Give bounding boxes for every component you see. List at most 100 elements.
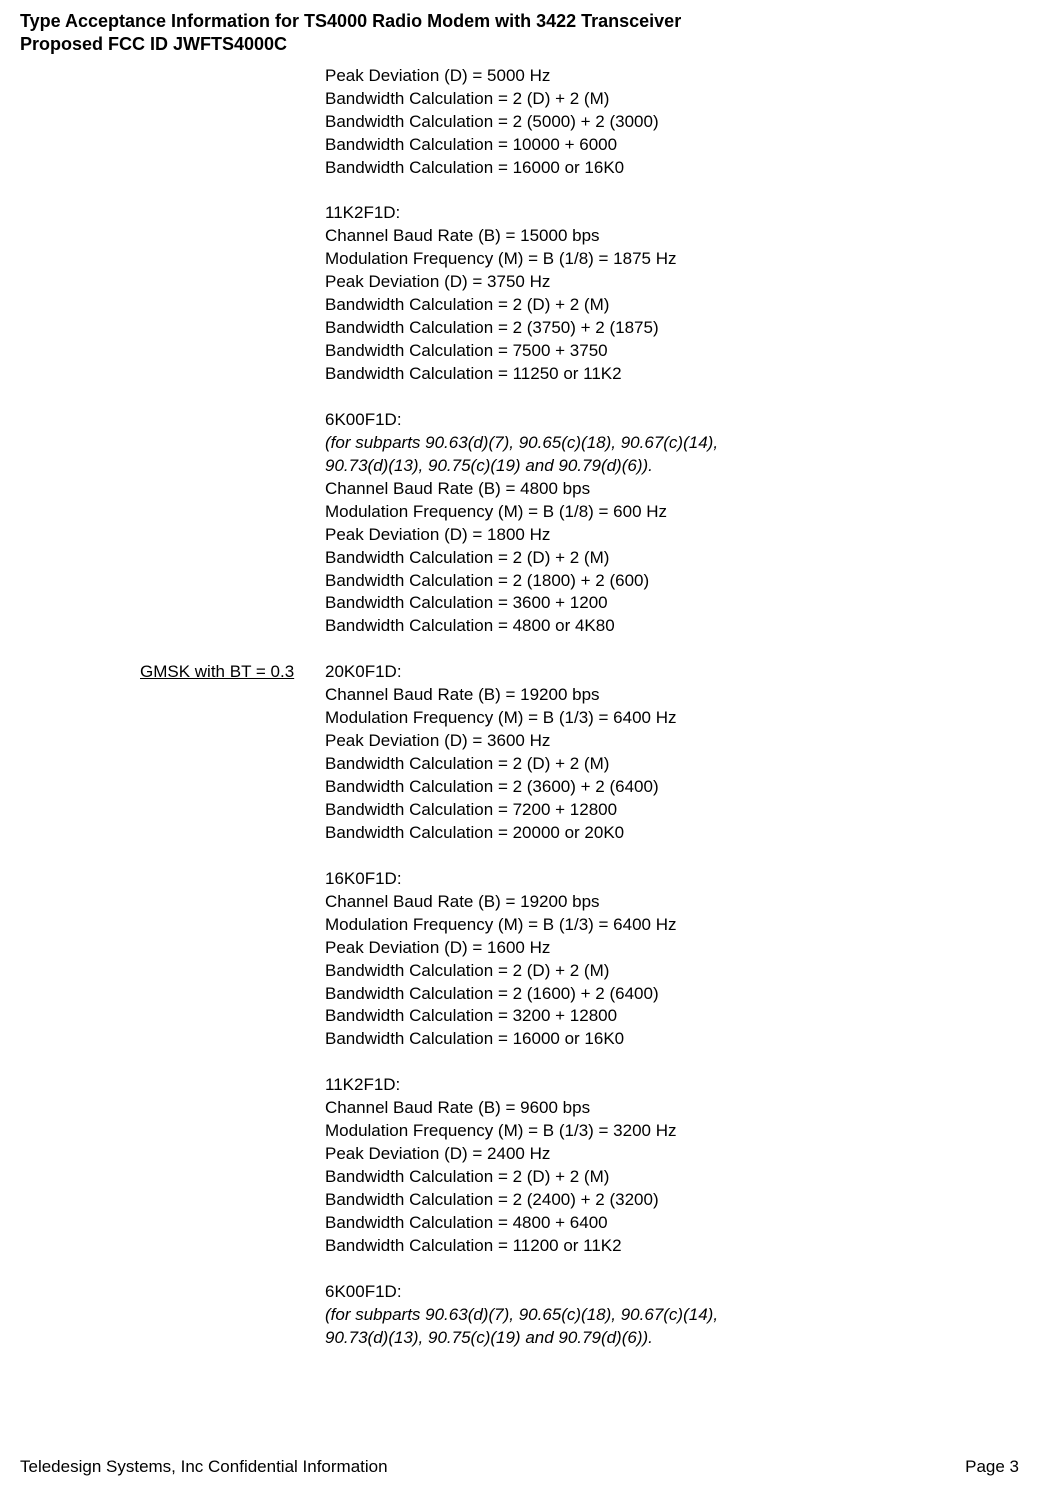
left-spacer — [140, 1166, 325, 1189]
left-spacer — [140, 868, 325, 891]
text-line: Modulation Frequency (M) = B (1/3) = 320… — [325, 1120, 1019, 1143]
left-spacer — [140, 1074, 325, 1097]
text-line: Modulation Frequency (M) = B (1/8) = 187… — [325, 248, 1019, 271]
footer-right: Page 3 — [965, 1457, 1019, 1477]
text-line: Bandwidth Calculation = 11200 or 11K2 — [325, 1235, 1019, 1258]
left-spacer — [140, 1212, 325, 1235]
text-line: Bandwidth Calculation = 4800 or 4K80 — [325, 615, 1019, 638]
left-spacer — [140, 363, 325, 386]
header-line-1: Type Acceptance Information for TS4000 R… — [20, 10, 1019, 33]
text-line: Bandwidth Calculation = 2 (1800) + 2 (60… — [325, 570, 1019, 593]
footer-left: Teledesign Systems, Inc Confidential Inf… — [20, 1457, 388, 1477]
text-line: Channel Baud Rate (B) = 19200 bps — [325, 891, 1019, 914]
text-line: Bandwidth Calculation = 11250 or 11K2 — [325, 363, 1019, 386]
left-column: GMSK with BT = 0.3 — [140, 65, 325, 1350]
left-spacer — [140, 592, 325, 615]
text-line: 90.73(d)(13), 90.75(c)(19) and 90.79(d)(… — [325, 455, 1019, 478]
left-spacer — [140, 615, 325, 638]
text-line: Peak Deviation (D) = 3600 Hz — [325, 730, 1019, 753]
text-line: Channel Baud Rate (B) = 19200 bps — [325, 684, 1019, 707]
text-line: Bandwidth Calculation = 2 (1600) + 2 (64… — [325, 983, 1019, 1006]
left-spacer — [140, 340, 325, 363]
text-line: Bandwidth Calculation = 2 (D) + 2 (M) — [325, 547, 1019, 570]
text-line: Peak Deviation (D) = 5000 Hz — [325, 65, 1019, 88]
header-line-2: Proposed FCC ID JWFTS4000C — [20, 33, 1019, 56]
left-spacer — [140, 776, 325, 799]
left-spacer — [140, 914, 325, 937]
left-spacer — [140, 202, 325, 225]
left-spacer — [140, 409, 325, 432]
left-spacer — [140, 432, 325, 455]
blank-line — [325, 1051, 1019, 1074]
left-spacer — [140, 547, 325, 570]
text-line: Bandwidth Calculation = 2 (2400) + 2 (32… — [325, 1189, 1019, 1212]
text-line: Bandwidth Calculation = 3200 + 12800 — [325, 1005, 1019, 1028]
blank-line — [325, 179, 1019, 202]
text-line: Bandwidth Calculation = 7200 + 12800 — [325, 799, 1019, 822]
text-line: Bandwidth Calculation = 2 (D) + 2 (M) — [325, 1166, 1019, 1189]
text-line: Peak Deviation (D) = 2400 Hz — [325, 1143, 1019, 1166]
text-line: Channel Baud Rate (B) = 4800 bps — [325, 478, 1019, 501]
text-line: 90.73(d)(13), 90.75(c)(19) and 90.79(d)(… — [325, 1327, 1019, 1350]
document-content: GMSK with BT = 0.3 Peak Deviation (D) = … — [140, 65, 1019, 1350]
right-column: Peak Deviation (D) = 5000 HzBandwidth Ca… — [325, 65, 1019, 1350]
text-line: Bandwidth Calculation = 2 (3600) + 2 (64… — [325, 776, 1019, 799]
left-spacer — [140, 317, 325, 340]
document-header: Type Acceptance Information for TS4000 R… — [20, 10, 1019, 57]
blank-line — [140, 638, 325, 661]
left-spacer — [140, 960, 325, 983]
blank-line — [325, 1258, 1019, 1281]
left-spacer — [140, 707, 325, 730]
text-line: Modulation Frequency (M) = B (1/8) = 600… — [325, 501, 1019, 524]
text-line: 11K2F1D: — [325, 202, 1019, 225]
text-line: Bandwidth Calculation = 2 (3750) + 2 (18… — [325, 317, 1019, 340]
blank-line — [325, 638, 1019, 661]
text-line: Bandwidth Calculation = 16000 or 16K0 — [325, 1028, 1019, 1051]
left-spacer — [140, 1327, 325, 1350]
left-spacer — [140, 248, 325, 271]
text-line: Modulation Frequency (M) = B (1/3) = 640… — [325, 914, 1019, 937]
text-line: Bandwidth Calculation = 2 (D) + 2 (M) — [325, 294, 1019, 317]
text-line: (for subparts 90.63(d)(7), 90.65(c)(18),… — [325, 1304, 1019, 1327]
text-line: Modulation Frequency (M) = B (1/3) = 640… — [325, 707, 1019, 730]
text-line: 20K0F1D: — [325, 661, 1019, 684]
left-spacer — [140, 822, 325, 845]
left-spacer — [140, 1143, 325, 1166]
text-line: Channel Baud Rate (B) = 9600 bps — [325, 1097, 1019, 1120]
text-line: Bandwidth Calculation = 2 (5000) + 2 (30… — [325, 111, 1019, 134]
text-line: Bandwidth Calculation = 10000 + 6000 — [325, 134, 1019, 157]
blank-line — [325, 845, 1019, 868]
text-line: (for subparts 90.63(d)(7), 90.65(c)(18),… — [325, 432, 1019, 455]
document-footer: Teledesign Systems, Inc Confidential Inf… — [20, 1457, 1019, 1477]
left-spacer — [140, 753, 325, 776]
blank-line — [140, 1051, 325, 1074]
left-spacer — [140, 570, 325, 593]
text-line: 6K00F1D: — [325, 1281, 1019, 1304]
left-spacer — [140, 1005, 325, 1028]
left-spacer — [140, 111, 325, 134]
left-spacer — [140, 88, 325, 111]
text-line: Bandwidth Calculation = 3600 + 1200 — [325, 592, 1019, 615]
left-spacer — [140, 1097, 325, 1120]
left-spacer — [140, 1189, 325, 1212]
text-line: Bandwidth Calculation = 20000 or 20K0 — [325, 822, 1019, 845]
blank-line — [140, 845, 325, 868]
text-line: Bandwidth Calculation = 7500 + 3750 — [325, 340, 1019, 363]
blank-line — [140, 386, 325, 409]
left-spacer — [140, 937, 325, 960]
left-spacer — [140, 730, 325, 753]
left-spacer — [140, 157, 325, 180]
text-line: Bandwidth Calculation = 4800 + 6400 — [325, 1212, 1019, 1235]
left-spacer — [140, 271, 325, 294]
left-spacer — [140, 1281, 325, 1304]
left-spacer — [140, 983, 325, 1006]
left-spacer — [140, 134, 325, 157]
text-line: Peak Deviation (D) = 3750 Hz — [325, 271, 1019, 294]
left-spacer — [140, 501, 325, 524]
text-line: Channel Baud Rate (B) = 15000 bps — [325, 225, 1019, 248]
text-line: Bandwidth Calculation = 2 (D) + 2 (M) — [325, 88, 1019, 111]
text-line: 11K2F1D: — [325, 1074, 1019, 1097]
text-line: Bandwidth Calculation = 2 (D) + 2 (M) — [325, 960, 1019, 983]
left-spacer — [140, 799, 325, 822]
left-spacer — [140, 891, 325, 914]
